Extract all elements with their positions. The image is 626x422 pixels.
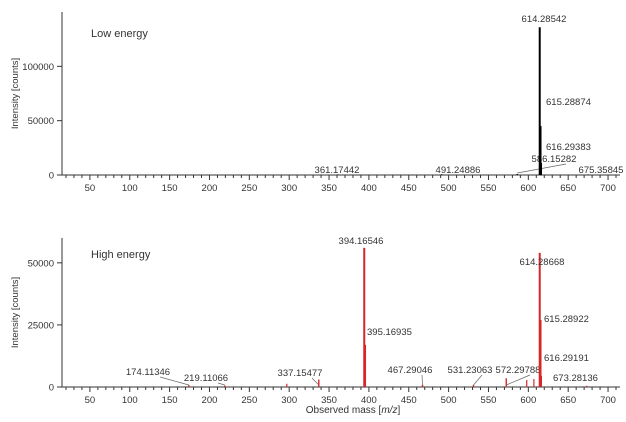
peak-label: 572.29788 xyxy=(496,365,541,376)
x-tick-label: 300 xyxy=(281,183,297,194)
y-tick-label: 100000 xyxy=(22,62,54,73)
peak-label: 614.28542 xyxy=(522,14,567,25)
peak-label: 614.28668 xyxy=(520,257,565,268)
x-tick-label: 300 xyxy=(281,395,297,406)
x-tick-label: 250 xyxy=(241,183,257,194)
x-tick-label: 50 xyxy=(85,395,96,406)
x-tick-label: 650 xyxy=(560,395,576,406)
peak-label: 616.29383 xyxy=(546,142,591,153)
x-tick-label: 250 xyxy=(241,395,257,406)
y-axis-label: Intensity [counts] xyxy=(10,58,21,129)
x-tick-label: 100 xyxy=(122,183,138,194)
peak-label: 531.23063 xyxy=(448,365,493,376)
x-tick-label: 400 xyxy=(361,183,377,194)
peak-label: 361.17442 xyxy=(315,165,360,176)
peak-label: 394.16546 xyxy=(339,236,384,247)
x-tick-label: 700 xyxy=(600,183,616,194)
peak-label-leader xyxy=(421,374,423,386)
x-axis-label-suffix: ] xyxy=(397,405,400,416)
peak-label: 174.11346 xyxy=(126,367,170,378)
x-tick-label: 200 xyxy=(202,395,218,406)
x-tick-label: 450 xyxy=(401,183,417,194)
low-energy-panel: 50 100 150 200 250 300 350 400 450 500 550 600 650 70… xyxy=(10,12,623,194)
y-tick-label: 0 xyxy=(49,383,54,394)
panel-title: Low energy xyxy=(91,28,148,40)
high-energy-panel: 50 100 150 200 250 300 350 400 450 500 550 600 650 70… xyxy=(10,236,620,406)
x-tick-label: 450 xyxy=(401,395,417,406)
peak-label: 586.15282 xyxy=(532,154,577,165)
x-axis-label: Observed mass [m/z] xyxy=(306,405,401,416)
x-tick-label: 700 xyxy=(600,395,616,406)
x-tick-label: 600 xyxy=(520,395,536,406)
peak-label: 395.16935 xyxy=(367,327,412,338)
x-tick-label: 550 xyxy=(481,183,497,194)
x-tick-label: 500 xyxy=(441,183,457,194)
x-tick-label: 150 xyxy=(162,395,178,406)
x-tick-label: 600 xyxy=(520,183,536,194)
peak-label: 675.35845 xyxy=(579,165,624,176)
peak-label: 615.28874 xyxy=(546,97,591,108)
x-tick-label: 350 xyxy=(321,183,337,194)
panel-title: High energy xyxy=(91,249,151,261)
peak-label: 467.29046 xyxy=(388,365,433,376)
x-axis-label-prefix: Observed mass [ xyxy=(306,405,382,416)
peak-label: 673.28136 xyxy=(553,373,598,384)
y-tick-label: 25000 xyxy=(28,320,54,331)
peak-label: 219.11066 xyxy=(184,373,228,384)
x-tick-label: 50 xyxy=(85,183,96,194)
x-axis-label-unit: m/z xyxy=(381,405,397,416)
x-tick-label: 150 xyxy=(162,183,178,194)
x-tick-label: 200 xyxy=(202,183,218,194)
x-tick-label: 650 xyxy=(560,183,576,194)
peak-label-leader xyxy=(473,374,483,386)
x-tick-label: 550 xyxy=(481,395,497,406)
peak-label-leader xyxy=(506,374,531,386)
peak-label-leader xyxy=(159,376,189,386)
x-tick-label: 500 xyxy=(441,395,457,406)
y-tick-label: 50000 xyxy=(28,116,54,127)
x-tick-label: 100 xyxy=(122,395,138,406)
peak-label: 491.24886 xyxy=(436,165,481,176)
peak-label: 616.29191 xyxy=(544,353,589,364)
peak-label: 337.15477 xyxy=(278,368,323,379)
y-tick-label: 50000 xyxy=(28,258,54,269)
peak-label-leader xyxy=(217,382,225,386)
y-tick-label: 0 xyxy=(49,171,54,182)
peak-label: 615.28922 xyxy=(544,314,589,325)
x-tick-label: 400 xyxy=(361,395,377,406)
x-tick-label: 350 xyxy=(321,395,337,406)
y-axis-label: Intensity [counts] xyxy=(10,277,21,348)
peak-label-leader xyxy=(311,377,320,386)
